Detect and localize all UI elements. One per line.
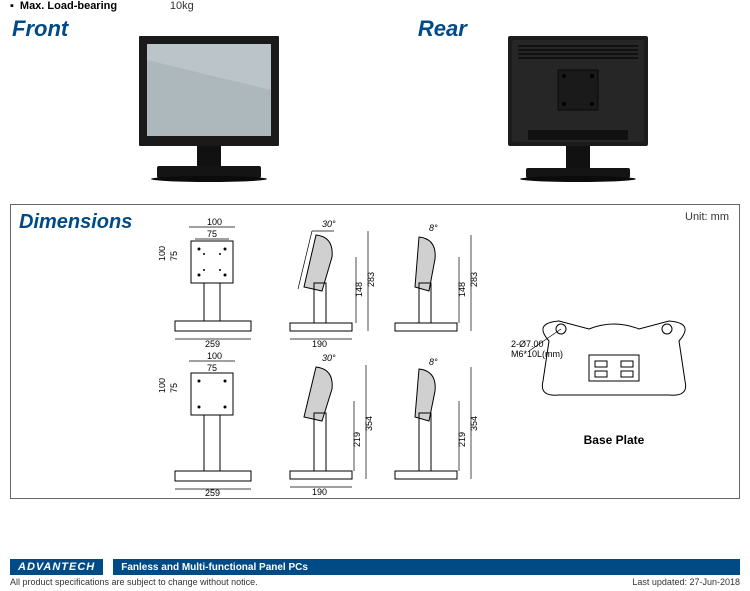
dim-283: 283 <box>366 272 376 287</box>
dim-259: 259 <box>205 339 220 347</box>
svg-text:259: 259 <box>205 488 220 496</box>
svg-text:75: 75 <box>169 383 179 393</box>
spec-row: ▪ Max. Load-bearing 10kg <box>0 0 750 18</box>
dim-h100: 100 <box>159 246 167 261</box>
angle-8: 8° <box>429 223 438 233</box>
dim-190: 190 <box>312 339 327 347</box>
brand-logo: ADVANTECH <box>10 559 113 575</box>
monitor-rear-graphic <box>412 20 744 190</box>
dim-h75: 75 <box>169 251 179 261</box>
spec-label: Max. Load-bearing <box>20 0 170 12</box>
footer-disclaimer: All product specifications are subject t… <box>10 577 258 587</box>
baseplate-hole: 2-Ø7.00 <box>511 339 544 349</box>
dim-100: 100 <box>207 217 222 227</box>
svg-text:100: 100 <box>159 378 167 393</box>
product-views: Front Rear <box>0 18 750 196</box>
diagram-side-30-tall: 30° 219 354 190 <box>274 351 384 498</box>
baseplate-label: Base Plate <box>509 433 719 447</box>
heading-front: Front <box>6 16 74 42</box>
dim-283b: 283 <box>469 272 479 287</box>
footer: ADVANTECH Fanless and Multi-functional P… <box>0 559 750 591</box>
angle-30: 30° <box>322 219 336 229</box>
svg-text:354: 354 <box>364 416 374 431</box>
heading-rear: Rear <box>412 16 473 42</box>
spec-value: 10kg <box>170 0 194 12</box>
svg-text:75: 75 <box>207 363 217 373</box>
dim-148: 148 <box>354 282 364 297</box>
footer-title: Fanless and Multi-functional Panel PCs <box>113 562 308 573</box>
diagram-side-30-short: 30° 148 283 190 <box>274 217 384 349</box>
footer-date: Last updated: 27-Jun-2018 <box>632 577 740 587</box>
diagram-side-8-tall: 8° 219 354 <box>379 351 489 498</box>
dim-148b: 148 <box>457 282 467 297</box>
dimensions-box: Dimensions Unit: mm 100 75 100 75 259 <box>10 204 740 499</box>
svg-text:354: 354 <box>469 416 479 431</box>
view-rear: Rear <box>412 20 744 190</box>
view-front: Front <box>6 20 412 190</box>
svg-text:219: 219 <box>352 432 362 447</box>
svg-text:30°: 30° <box>322 353 336 363</box>
svg-text:190: 190 <box>312 487 327 496</box>
diagram-side-8-short: 8° 148 283 <box>379 217 489 349</box>
bullet-icon: ▪ <box>10 0 14 12</box>
svg-text:8°: 8° <box>429 357 438 367</box>
diagram-front-tall: 100 75 100 75 259 <box>159 351 279 498</box>
diagram-baseplate: 2-Ø7.00 M6*10L(mm) Base Plate <box>509 311 719 447</box>
baseplate-thread: M6*10L(mm) <box>511 349 563 359</box>
monitor-front-graphic <box>6 20 412 190</box>
footer-bar: ADVANTECH Fanless and Multi-functional P… <box>10 559 740 575</box>
dim-75: 75 <box>207 229 217 239</box>
diagram-front-short: 100 75 100 75 259 <box>159 217 279 349</box>
svg-text:219: 219 <box>457 432 467 447</box>
svg-text:100: 100 <box>207 351 222 361</box>
